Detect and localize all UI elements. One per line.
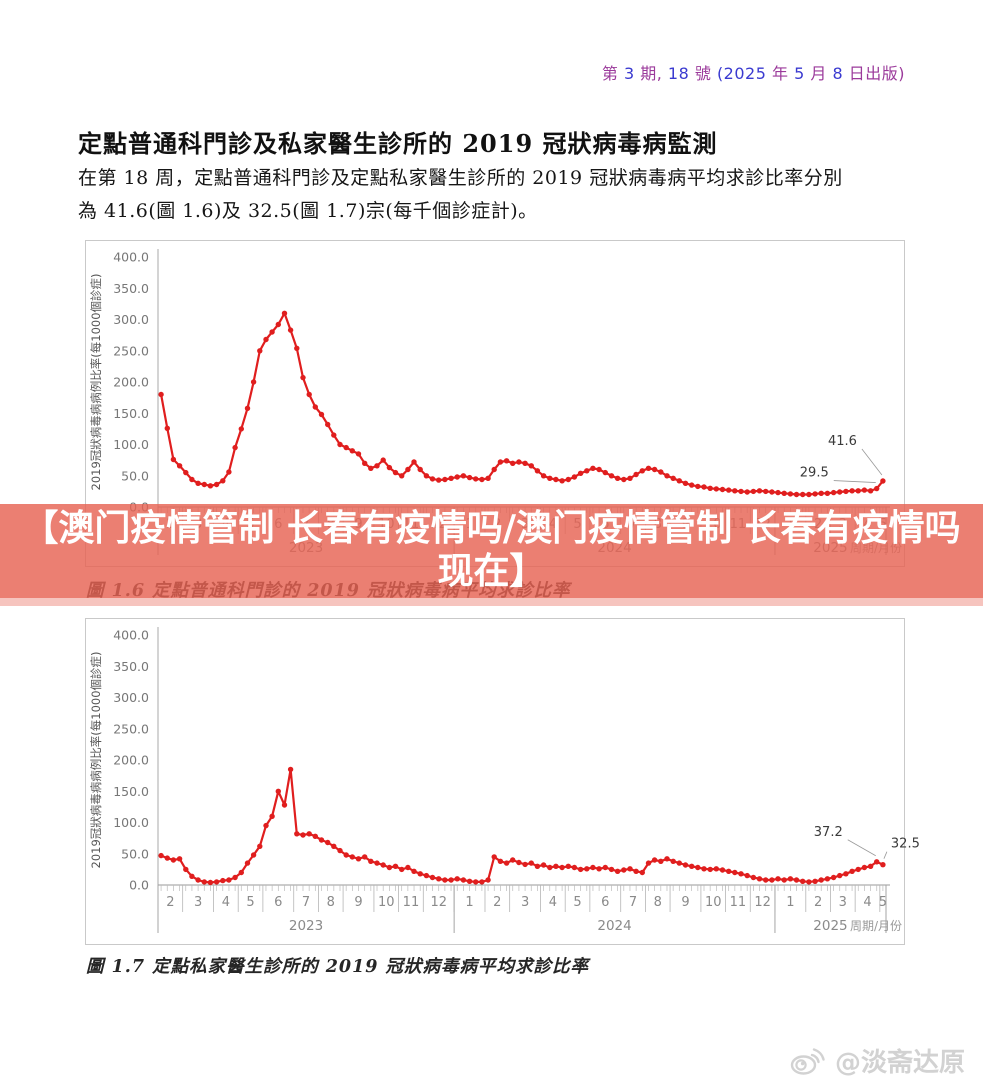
svg-text:100.0: 100.0 bbox=[113, 815, 149, 830]
svg-text:150.0: 150.0 bbox=[113, 784, 149, 799]
svg-text:10: 10 bbox=[378, 895, 395, 910]
svg-text:8: 8 bbox=[654, 895, 662, 910]
svg-text:400.0: 400.0 bbox=[113, 250, 149, 265]
svg-text:2019冠狀病毒病病例比率(每1000個診症): 2019冠狀病毒病病例比率(每1000個診症) bbox=[89, 273, 103, 490]
svg-text:150.0: 150.0 bbox=[113, 406, 149, 421]
issue-header-segment: 3 bbox=[623, 64, 635, 83]
issue-header-segment: 日出版) bbox=[843, 64, 905, 83]
issue-header-segment: 5 bbox=[794, 64, 805, 83]
svg-text:6: 6 bbox=[274, 895, 282, 910]
svg-text:2: 2 bbox=[166, 895, 174, 910]
svg-text:3: 3 bbox=[194, 895, 202, 910]
svg-text:10: 10 bbox=[705, 895, 722, 910]
svg-text:200.0: 200.0 bbox=[113, 753, 149, 768]
svg-text:4: 4 bbox=[863, 895, 871, 910]
intro-line-2: 為 41.6(圖 1.6)及 32.5(圖 1.7)宗(每千個診症計)。 bbox=[78, 200, 538, 222]
svg-text:3: 3 bbox=[521, 895, 529, 910]
svg-text:11: 11 bbox=[403, 895, 420, 910]
svg-text:7: 7 bbox=[629, 895, 637, 910]
svg-text:300.0: 300.0 bbox=[113, 312, 149, 327]
svg-text:7: 7 bbox=[302, 895, 310, 910]
svg-text:300.0: 300.0 bbox=[113, 690, 149, 705]
svg-text:350.0: 350.0 bbox=[113, 281, 149, 296]
figure-1-7-caption: 圖 1.7 定點私家醫生診所的 2019 冠狀病毒病平均求診比率 bbox=[86, 957, 590, 977]
svg-text:250.0: 250.0 bbox=[113, 343, 149, 358]
issue-header-segment: 年 bbox=[766, 64, 795, 83]
svg-text:3: 3 bbox=[839, 895, 847, 910]
svg-text:9: 9 bbox=[354, 895, 362, 910]
svg-text:50.0: 50.0 bbox=[121, 846, 149, 861]
svg-text:8: 8 bbox=[327, 895, 335, 910]
page-title: 定點普通科門診及私家醫生診所的 2019 冠狀病毒病監測 bbox=[78, 129, 718, 159]
weibo-watermark: @淡斋达原 bbox=[790, 1042, 965, 1079]
watermark-text-band: 【澳门疫情管制 长春有疫情吗/澳门疫情管制 长春有疫情吗 现在】 bbox=[0, 504, 983, 606]
svg-text:250.0: 250.0 bbox=[113, 721, 149, 736]
svg-text:29.5: 29.5 bbox=[800, 466, 829, 481]
svg-text:41.6: 41.6 bbox=[828, 434, 857, 449]
issue-header: 第 3 期, 18 號 (2025 年 5 月 8 日出版) bbox=[602, 60, 905, 84]
svg-text:2: 2 bbox=[814, 895, 822, 910]
svg-text:1: 1 bbox=[465, 895, 473, 910]
svg-text:9: 9 bbox=[681, 895, 689, 910]
issue-header-segment: (2025 bbox=[716, 64, 767, 83]
svg-text:2023: 2023 bbox=[289, 918, 323, 934]
svg-text:4: 4 bbox=[549, 895, 557, 910]
issue-header-segment: 8 bbox=[832, 64, 844, 83]
issue-header-segment: 月 bbox=[804, 64, 833, 83]
issue-header-segment: 18 bbox=[667, 64, 690, 83]
svg-text:100.0: 100.0 bbox=[113, 437, 149, 452]
svg-text:12: 12 bbox=[754, 895, 771, 910]
svg-text:400.0: 400.0 bbox=[113, 628, 149, 643]
svg-text:200.0: 200.0 bbox=[113, 375, 149, 390]
issue-header-segment: 號 bbox=[689, 64, 717, 83]
intro-line-1: 在第 18 周，定點普通科門診及定點私家醫生診所的 2019 冠狀病毒病平均求診… bbox=[78, 167, 843, 189]
svg-text:12: 12 bbox=[430, 895, 447, 910]
issue-header-segment: 期, bbox=[634, 64, 668, 83]
svg-text:37.2: 37.2 bbox=[814, 825, 843, 840]
svg-text:32.5: 32.5 bbox=[891, 837, 920, 852]
svg-text:2025: 2025 bbox=[813, 918, 847, 934]
issue-header-segment: 第 bbox=[601, 64, 624, 83]
watermark-band-line-2: 现在】 bbox=[437, 551, 546, 592]
svg-text:1: 1 bbox=[786, 895, 794, 910]
intro-paragraph: 在第 18 周，定點普通科門診及定點私家醫生診所的 2019 冠狀病毒病平均求診… bbox=[78, 162, 918, 228]
figure-1-7-chart-card: 0.0 50.0 100.0 150.0 200.0 250.0 300.0 350.0 400… bbox=[85, 618, 920, 945]
svg-text:6: 6 bbox=[601, 895, 609, 910]
weibo-icon bbox=[790, 1046, 826, 1076]
svg-text:50.0: 50.0 bbox=[121, 468, 149, 483]
svg-text:5: 5 bbox=[573, 895, 581, 910]
watermark-band-line-1: 【澳门疫情管制 长春有疫情吗/澳门疫情管制 长春有疫情吗 bbox=[22, 508, 961, 549]
svg-text:11: 11 bbox=[730, 895, 747, 910]
figure-1-7-line-chart: 0.0 50.0 100.0 150.0 200.0 250.0 300.0 350.0 400… bbox=[89, 627, 920, 934]
svg-text:2: 2 bbox=[493, 895, 501, 910]
svg-text:0.0: 0.0 bbox=[129, 878, 149, 893]
watermark-handle: @淡斋达原 bbox=[834, 1048, 965, 1078]
svg-text:2024: 2024 bbox=[597, 918, 631, 934]
svg-text:周期/月份: 周期/月份 bbox=[850, 919, 902, 933]
svg-text:4: 4 bbox=[222, 895, 230, 910]
svg-text:5: 5 bbox=[246, 895, 254, 910]
svg-text:350.0: 350.0 bbox=[113, 659, 149, 674]
svg-text:5: 5 bbox=[879, 895, 887, 910]
svg-text:2019冠狀病毒病病例比率(每1000個診症): 2019冠狀病毒病病例比率(每1000個診症) bbox=[89, 651, 103, 868]
